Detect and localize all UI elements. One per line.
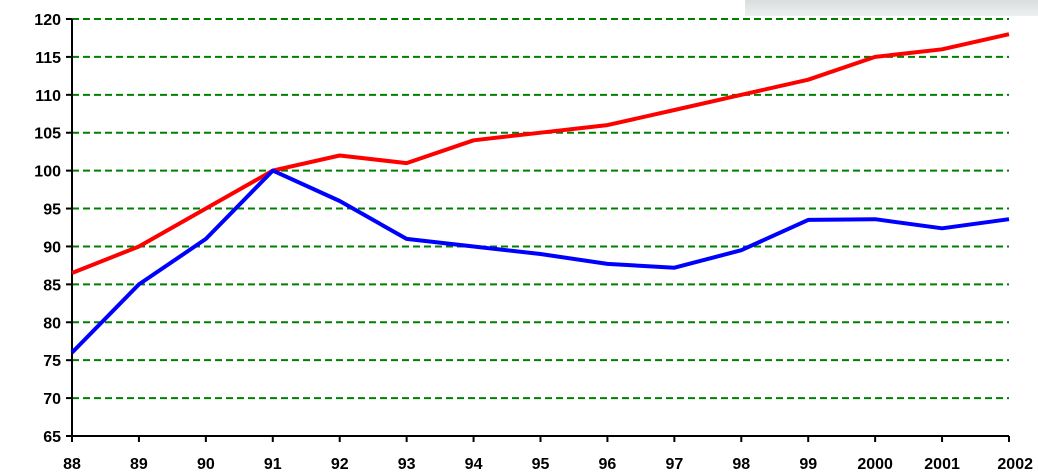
y-tick-label-105: 105 xyxy=(34,126,61,143)
y-tick-label-65: 65 xyxy=(43,429,61,446)
y-tick-label-100: 100 xyxy=(34,164,61,181)
gridlines xyxy=(72,18,1009,400)
x-tick-label-91: 91 xyxy=(264,456,282,473)
series-lines xyxy=(70,32,1010,355)
x-tick-label-96: 96 xyxy=(599,456,617,473)
y-tick-label-85: 85 xyxy=(43,277,61,294)
y-tick-label-75: 75 xyxy=(43,353,61,370)
x-tick-label-88: 88 xyxy=(63,456,81,473)
y-tick-label-115: 115 xyxy=(35,50,61,67)
x-tick-label-98: 98 xyxy=(732,456,750,473)
x-tick-label-95: 95 xyxy=(532,456,550,473)
x-tick-label-89: 89 xyxy=(130,456,148,473)
axes xyxy=(66,18,1010,442)
x-tick-label-94: 94 xyxy=(465,456,483,473)
x-tick-label-99: 99 xyxy=(799,456,817,473)
series-line-2 xyxy=(70,168,1010,355)
x-tick-label-93: 93 xyxy=(398,456,416,473)
x-tick-label-97: 97 xyxy=(665,456,683,473)
y-tick-label-95: 95 xyxy=(43,202,61,219)
y-tick-label-70: 70 xyxy=(43,391,61,408)
top-right-shading xyxy=(745,0,1038,16)
y-tick-labels: 65 70 75 80 85 90 95 100 105 110 115 120 xyxy=(34,12,61,446)
x-tick-label-2001: 2001 xyxy=(924,456,960,473)
y-tick-label-120: 120 xyxy=(34,12,61,29)
x-tick-label-2000: 2000 xyxy=(857,456,893,473)
y-tick-label-90: 90 xyxy=(43,239,61,256)
series-line-1 xyxy=(71,32,1010,275)
x-tick-label-90: 90 xyxy=(197,456,215,473)
x-tick-label-92: 92 xyxy=(331,456,349,473)
y-tick-label-110: 110 xyxy=(35,88,61,105)
y-tick-label-80: 80 xyxy=(43,315,61,332)
x-tick-label-2002: 2002 xyxy=(997,456,1033,473)
x-tick-labels: 88 89 90 91 92 93 94 95 96 97 98 99 2000 2001 2002 xyxy=(63,456,1033,473)
